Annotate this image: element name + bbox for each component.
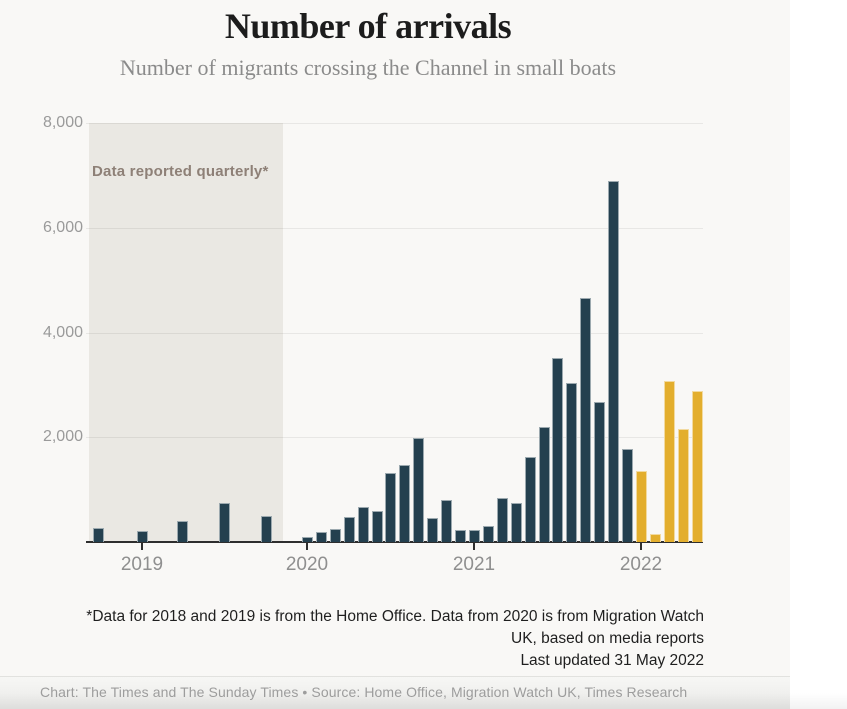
footnote-line-3: Last updated 31 May 2022 <box>520 652 704 669</box>
footnote: *Data for 2018 and 2019 is from the Home… <box>0 606 704 672</box>
y-gridline-8000 <box>86 123 703 124</box>
bar-2020-aug[interactable] <box>399 465 410 542</box>
bar-2021-may[interactable] <box>525 457 536 542</box>
x-axis-line <box>86 541 703 543</box>
y-axis-label-8000: 8,000 <box>42 114 83 131</box>
x-axis-label-2020: 2020 <box>285 554 329 575</box>
quarterly-annotation: Data reported quarterly* <box>92 163 269 180</box>
bar-2021-feb[interactable] <box>483 526 494 542</box>
footnote-line-1: *Data for 2018 and 2019 is from the Home… <box>86 608 704 625</box>
bar-2019-q3[interactable] <box>219 503 230 542</box>
x-axis-label-2021: 2021 <box>452 554 496 575</box>
bar-2022-may[interactable] <box>692 391 703 542</box>
x-axis-label-2019: 2019 <box>120 554 164 575</box>
bar-2020-mar[interactable] <box>330 529 341 542</box>
bar-2020-oct[interactable] <box>427 518 438 542</box>
y-gridline-2000 <box>86 437 703 438</box>
bar-2022-apr[interactable] <box>678 429 689 542</box>
x-axis-tick-2021 <box>473 543 475 550</box>
footer-credit-bar: Chart: The Times and The Sunday Times • … <box>0 676 790 709</box>
chart-header: Number of arrivals Number of migrants cr… <box>0 4 736 80</box>
y-axis-label-4000: 4,000 <box>42 324 83 341</box>
bar-2021-jun[interactable] <box>539 427 550 542</box>
bar-2021-dec[interactable] <box>622 449 633 542</box>
bar-2019-q4[interactable] <box>261 516 272 542</box>
bar-2021-jul[interactable] <box>552 358 563 542</box>
bar-2020-dec[interactable] <box>455 530 466 542</box>
x-axis-tick-2022 <box>640 543 642 550</box>
y-gridline-6000 <box>86 228 703 229</box>
bar-2021-sep[interactable] <box>580 298 591 542</box>
x-axis-tick-2019 <box>141 543 143 550</box>
bar-2020-feb[interactable] <box>316 532 327 542</box>
bar-2019-q2[interactable] <box>177 521 188 542</box>
bar-2020-apr[interactable] <box>344 517 355 542</box>
page-subtitle: Number of migrants crossing the Channel … <box>119 55 617 80</box>
bar-2020-nov[interactable] <box>441 500 452 542</box>
bar-2021-nov[interactable] <box>608 181 619 542</box>
footer-credit-text: Chart: The Times and The Sunday Times • … <box>40 684 688 700</box>
page-title: Number of arrivals <box>224 6 512 46</box>
bar-2019-q1[interactable] <box>137 531 148 542</box>
bar-2021-oct[interactable] <box>594 402 605 542</box>
bar-2020-may[interactable] <box>358 507 369 542</box>
bar-2020-jan[interactable] <box>302 537 313 542</box>
chart-card: Number of arrivals Number of migrants cr… <box>0 4 790 709</box>
plot-area: Data reported quarterly* 2,000 4,000 6,000… <box>42 114 703 575</box>
bar-2021-apr[interactable] <box>511 503 522 542</box>
bar-2020-sep[interactable] <box>413 438 424 542</box>
bar-2021-aug[interactable] <box>566 383 577 542</box>
x-axis-tick-2020 <box>306 543 308 550</box>
bar-2022-mar[interactable] <box>664 381 675 542</box>
bar-2020-jun[interactable] <box>372 511 383 542</box>
footnote-line-2: UK, based on media reports <box>511 630 704 647</box>
bar-2020-jul[interactable] <box>385 473 396 542</box>
bar-2021-jan[interactable] <box>469 530 480 542</box>
quarterly-shade-region <box>89 123 283 542</box>
x-axis-label-2022: 2022 <box>619 554 663 575</box>
bar-2022-jan[interactable] <box>636 471 647 542</box>
bar-2022-feb[interactable] <box>650 534 661 542</box>
bar-2018-q4[interactable] <box>93 528 104 542</box>
y-axis-label-2000: 2,000 <box>42 428 83 445</box>
bar-2021-mar[interactable] <box>497 498 508 542</box>
y-gridline-4000 <box>86 333 703 334</box>
y-axis-label-6000: 6,000 <box>42 219 83 236</box>
